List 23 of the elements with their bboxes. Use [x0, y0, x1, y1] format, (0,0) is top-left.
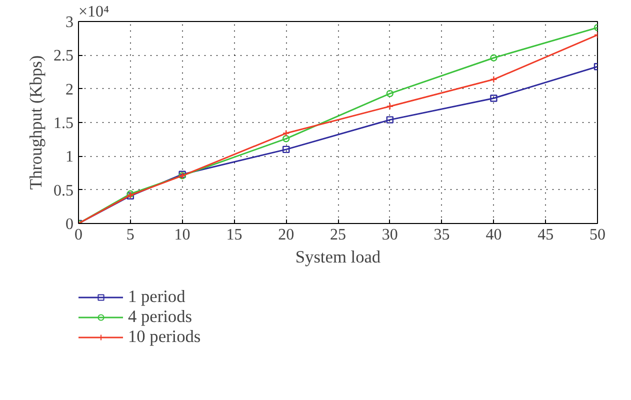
x-tick-label: 25 [330, 226, 346, 244]
text: ×10⁴ [78, 4, 110, 20]
x-tick-label: 15 [226, 226, 242, 244]
x-tick-label: 50 [590, 226, 606, 244]
x-tick-label: 30 [382, 226, 398, 244]
y-axis-title: Throughput (Kbps) [26, 55, 46, 190]
x-tick-label: 10 [174, 226, 190, 244]
y-tick-label: 1 [66, 148, 74, 166]
y-tick-label: 0 [66, 216, 74, 233]
y-tick-label: 1.5 [54, 115, 74, 132]
legend-label: 4 periods [128, 307, 192, 327]
x-tick-label: 35 [434, 226, 450, 244]
legend-label: 1 period [128, 287, 186, 307]
y-tick-label: 2 [66, 81, 74, 98]
x-tick-label: 20 [278, 226, 294, 244]
x-tick-label: 40 [486, 226, 502, 244]
x-tick-label: 5 [126, 226, 134, 244]
legend-label: 10 periods [128, 327, 201, 347]
y-tick-label: 3 [66, 14, 74, 31]
y-tick-label: 2.5 [54, 48, 74, 65]
x-tick-label: 45 [538, 226, 554, 244]
y-tick-label: 0.5 [54, 182, 74, 200]
x-axis-title: System load [295, 248, 381, 266]
